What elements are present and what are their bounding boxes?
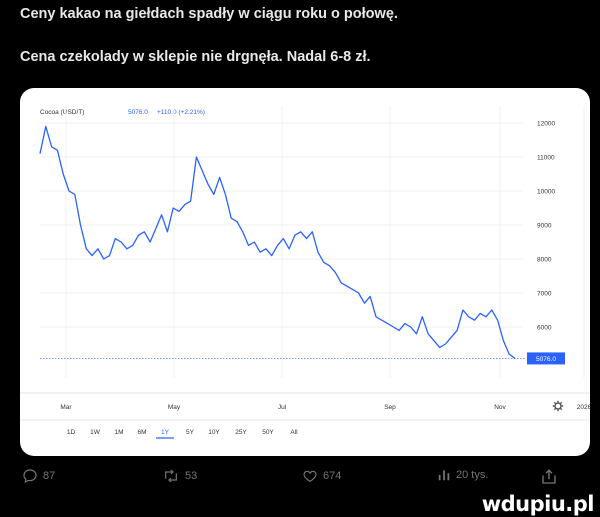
gear-icon[interactable] xyxy=(552,400,564,412)
range-button-6m[interactable]: 6M xyxy=(137,429,146,436)
cocoa-price-line xyxy=(39,125,516,359)
gear-icon-ring xyxy=(554,402,562,410)
views-count: 20 tys. xyxy=(456,469,489,481)
gear-icon-tooth xyxy=(560,401,563,404)
range-button-1m[interactable]: 1M xyxy=(114,429,123,436)
y-tick-label: 8000 xyxy=(537,257,552,264)
range-button-1y[interactable]: 1Y xyxy=(161,429,170,436)
chart-header-change: +110.0 (+2.21%) xyxy=(157,109,205,116)
like-button[interactable]: 674 xyxy=(302,468,341,484)
chart-series xyxy=(39,125,516,359)
post-actions: 87 53 674 20 tys. xyxy=(0,468,600,498)
chart-header-price: 5076.0 xyxy=(128,109,148,116)
range-button-all[interactable]: All xyxy=(290,429,298,436)
share-icon xyxy=(542,469,556,484)
x-tick-label: Mar xyxy=(60,404,72,411)
chart-symbol: Cocoa (USD/T) xyxy=(40,109,84,116)
current-price-badge xyxy=(527,352,565,365)
x-tick-label: May xyxy=(168,404,181,411)
current-price-label: 5076.0 xyxy=(536,356,556,363)
range-button-5y[interactable]: 5Y xyxy=(186,429,195,436)
gear-icon-tooth xyxy=(553,401,556,404)
reply-button[interactable]: 87 xyxy=(22,468,55,484)
x-axis: Mar May Jul Sep Nov 2026 xyxy=(60,400,590,412)
repost-count: 53 xyxy=(185,470,198,482)
range-button-10y[interactable]: 10Y xyxy=(208,429,220,436)
y-tick-label: 9000 xyxy=(537,223,552,230)
gear-icon-tooth xyxy=(560,408,563,411)
range-button-1d[interactable]: 1D xyxy=(67,429,76,436)
chart-grid xyxy=(20,106,590,421)
y-tick-label: 10000 xyxy=(537,189,555,196)
range-button-50y[interactable]: 50Y xyxy=(262,429,274,436)
chart-card[interactable]: Cocoa (USD/T) 5076.0 +110.0 (+2.21%) 120… xyxy=(20,88,590,456)
reply-icon xyxy=(23,469,37,484)
post-text-line-2: Cena czekolady w sklepie nie drgnęła. Na… xyxy=(20,49,371,65)
y-tick-label: 12000 xyxy=(537,121,555,128)
price-chart[interactable]: Cocoa (USD/T) 5076.0 +110.0 (+2.21%) 120… xyxy=(20,88,590,456)
post-text-line-1: Ceny kakao na giełdach spadły w ciągu ro… xyxy=(20,6,398,22)
x-tick-label: Sep xyxy=(384,404,396,411)
gear-icon-tooth xyxy=(553,408,556,411)
range-selector[interactable]: 1D 1W 1M 6M 1Y 5Y 10Y 25Y 50Y All xyxy=(67,429,298,439)
x-tick-label: Nov xyxy=(494,404,506,411)
y-axis: 12000 11000 10000 9000 8000 7000 6000 xyxy=(537,121,555,332)
y-tick-label: 6000 xyxy=(537,325,552,332)
watermark-logo: wdupiu.pl xyxy=(481,492,595,516)
share-button[interactable] xyxy=(540,468,558,486)
views-button[interactable]: 20 tys. xyxy=(437,468,488,482)
reply-count: 87 xyxy=(43,470,56,482)
repost-button[interactable]: 53 xyxy=(162,468,197,484)
y-tick-label: 11000 xyxy=(537,155,555,162)
range-button-1w[interactable]: 1W xyxy=(90,429,101,436)
heart-icon xyxy=(303,470,317,483)
y-tick-label: 7000 xyxy=(537,291,552,298)
range-button-25y[interactable]: 25Y xyxy=(235,429,247,436)
x-tick-label: 2026 xyxy=(577,404,590,411)
like-count: 674 xyxy=(323,470,342,482)
views-chart-icon xyxy=(438,470,450,481)
x-tick-label: Jul xyxy=(278,404,287,411)
repost-icon xyxy=(165,469,177,483)
current-price-marker: 5076.0 xyxy=(40,352,565,365)
